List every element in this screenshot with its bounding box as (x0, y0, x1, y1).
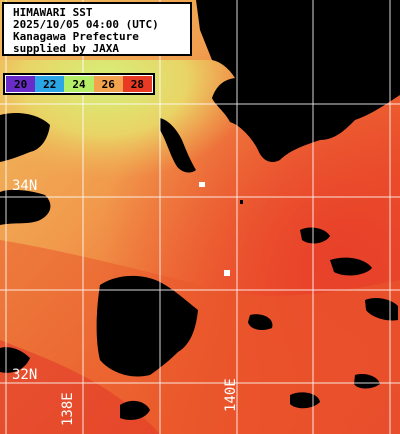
region-line: Kanagawa Prefecture (13, 30, 139, 43)
island-3 (199, 182, 205, 187)
colorbar-cell-28: 28 (122, 76, 153, 92)
timestamp-line: 2025/10/05 04:00 (UTC) (13, 18, 159, 31)
title-line: HIMAWARI SST (13, 6, 93, 19)
cloud-mask-east-1 (300, 227, 330, 244)
source-line: supplied by JAXA (13, 42, 119, 55)
cloud-mask-south (120, 400, 150, 420)
colorbar-cell-20: 20 (6, 76, 36, 92)
izu-peninsula (160, 118, 196, 173)
western-coast-land (0, 113, 50, 162)
cloud-mask-southwest (0, 347, 30, 373)
lat-label-34n: 34N (12, 178, 38, 194)
lon-label-138e: 138E (60, 392, 76, 426)
colorbar-cell-24: 24 (64, 76, 94, 92)
cloud-mask-east-2 (330, 257, 372, 276)
colorbar-cell-22: 22 (35, 76, 65, 92)
cloud-mask-center (96, 275, 198, 377)
island-1 (240, 200, 243, 204)
cloud-mask-west (0, 189, 51, 225)
info-box: HIMAWARI SST 2025/10/05 04:00 (UTC) Kana… (2, 2, 192, 56)
colorbar-legend: 20 22 24 26 28 (3, 73, 155, 95)
island-2 (224, 270, 230, 276)
honshu-land (196, 0, 400, 162)
colorbar-cell-26: 26 (93, 76, 123, 92)
cloud-mask-east-5 (354, 374, 380, 389)
lon-label-140e: 140E (223, 378, 239, 412)
cloud-mask-east-4 (248, 314, 273, 330)
lat-label-32n: 32N (12, 367, 38, 383)
